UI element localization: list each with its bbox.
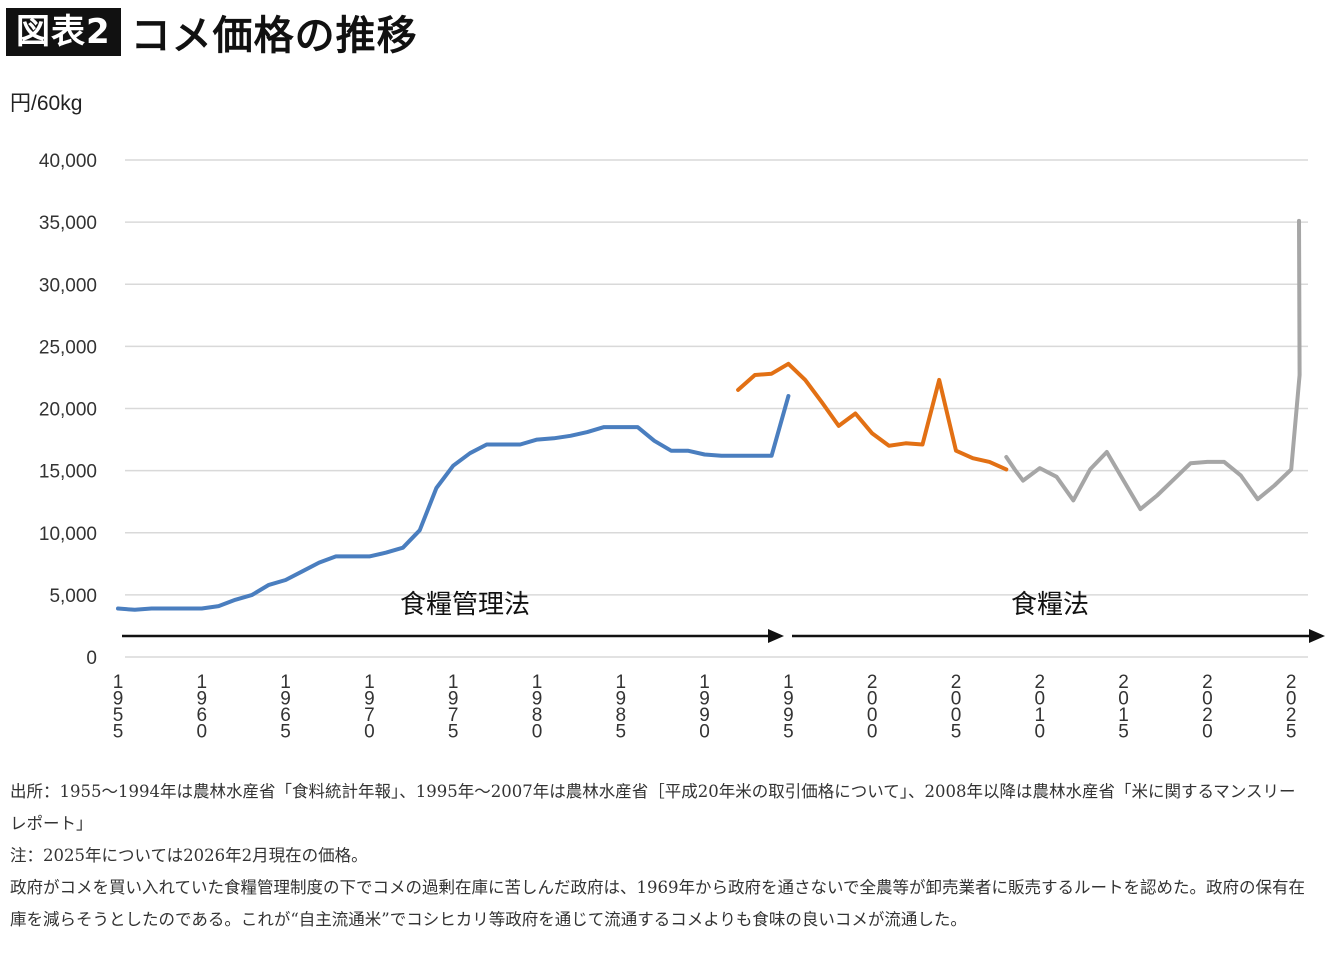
- annotation-label-food-law: 食糧法: [1011, 590, 1089, 620]
- x-tick-labels: 1 9 5 5 1 9 6 0 1 9 6 5 1 9 7 0 1 9 7 5 1 9 8 0 1 9 8 5 1 9 9 0 1 9 9 5 2 0 0 0…: [113, 672, 1297, 743]
- figure-badge: 図表2: [6, 8, 121, 56]
- y-tick-label: 30,000: [39, 275, 97, 296]
- y-tick-label: 35,000: [39, 213, 97, 234]
- arrow-head-icon: [1309, 629, 1325, 643]
- annotations: 食糧管理法 食糧法: [122, 590, 1325, 643]
- y-tick-label: 0: [86, 648, 97, 669]
- series-line-gray: [1004, 218, 1302, 512]
- y-tick-label: 10,000: [39, 524, 97, 545]
- explanation-note: 政府がコメを買い入れていた食糧管理制度の下でコメの過剰在庫に苦しんだ政府は、19…: [10, 878, 1306, 929]
- series-line-blue: [116, 394, 791, 612]
- chart-title: コメ価格の推移: [130, 13, 418, 59]
- y-tick-label: 40,000: [39, 151, 97, 172]
- gridlines: [125, 159, 1308, 658]
- series-lines: [116, 218, 1302, 612]
- source-note: 出所：1955～1994年は農林水産省「食料統計年報」、1995年～2007年は…: [10, 782, 1296, 833]
- arrow-head-icon: [768, 629, 784, 643]
- notes: 出所：1955～1994年は農林水産省「食料統計年報」、1995年～2007年は…: [10, 776, 1310, 936]
- y-tick-label: 15,000: [39, 462, 97, 483]
- series-line-orange: [736, 361, 1009, 472]
- y-tick-label: 5,000: [49, 586, 97, 607]
- footnote: 注：2025年については2026年2月現在の価格。: [10, 846, 368, 865]
- y-axis-label: 円/60kg: [10, 92, 82, 115]
- y-tick-label: 20,000: [39, 400, 97, 421]
- line-chart: 円/60kg 0 5,000 10,000 15,000 20,000 25,000 30,…: [10, 92, 1325, 743]
- y-tick-label: 25,000: [39, 337, 97, 358]
- y-tick-labels: 0 5,000 10,000 15,000 20,000 25,000 30,000 35,0…: [39, 151, 97, 669]
- header: 図表2 コメ価格の推移: [6, 8, 418, 59]
- annotation-label-food-control-law: 食糧管理法: [400, 590, 530, 620]
